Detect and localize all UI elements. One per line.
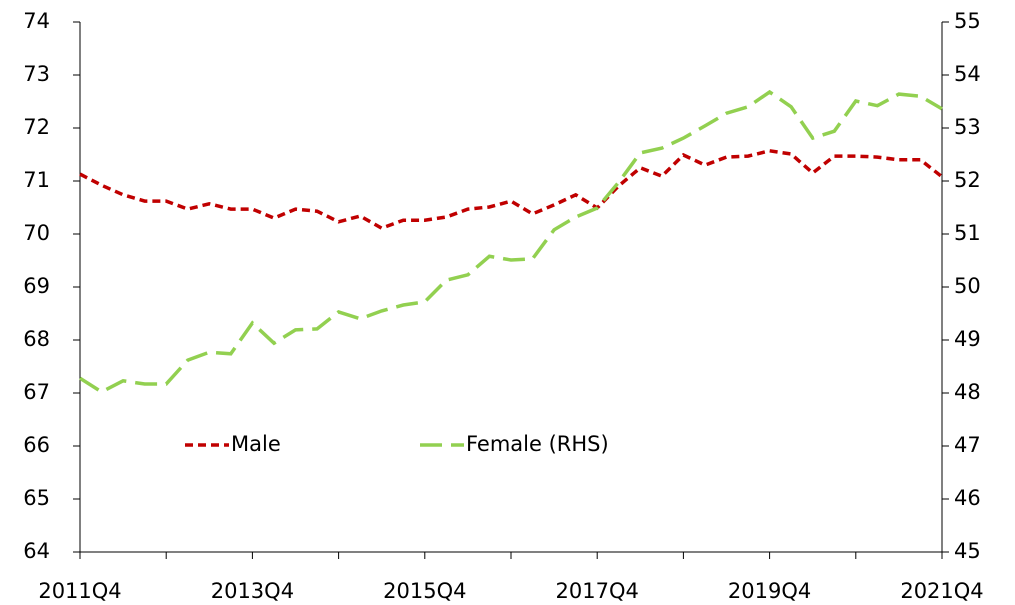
x-tick-label: 2013Q4 — [211, 579, 294, 603]
y-tick-label: 65 — [23, 486, 50, 510]
x-tick-label: 2011Q4 — [38, 579, 121, 603]
y-tick-label: 68 — [23, 327, 50, 351]
y2-tick-label: 50 — [954, 274, 981, 298]
series-line — [79, 149, 944, 231]
y2-tick-label: 46 — [954, 486, 981, 510]
x-tick-label: 2019Q4 — [728, 579, 811, 603]
y2-tick-label: 53 — [954, 115, 981, 139]
x-tick-label: 2015Q4 — [383, 579, 466, 603]
series-line — [79, 89, 943, 394]
legend-label: Female (RHS) — [466, 432, 609, 456]
y2-tick-label: 45 — [954, 539, 981, 563]
y2-tick-label: 55 — [954, 9, 981, 33]
y-tick-label: 64 — [23, 539, 50, 563]
y2-tick-label: 52 — [954, 168, 981, 192]
y-tick-label: 70 — [23, 221, 50, 245]
y-tick-label: 72 — [23, 115, 50, 139]
y2-tick-label: 54 — [954, 62, 981, 86]
x-tick-label: 2021Q4 — [900, 579, 983, 603]
y-tick-label: 69 — [23, 274, 50, 298]
y2-tick-label: 49 — [954, 327, 981, 351]
y2-tick-label: 48 — [954, 380, 981, 404]
y-tick-label: 73 — [23, 62, 50, 86]
y-tick-label: 66 — [23, 433, 50, 457]
y-tick-label: 74 — [23, 9, 50, 33]
y-tick-label: 67 — [23, 380, 50, 404]
x-tick-label: 2017Q4 — [556, 579, 639, 603]
y2-tick-label: 51 — [954, 221, 981, 245]
y2-tick-label: 47 — [954, 433, 981, 457]
legend-label: Male — [231, 432, 281, 456]
y-tick-label: 71 — [23, 168, 50, 192]
